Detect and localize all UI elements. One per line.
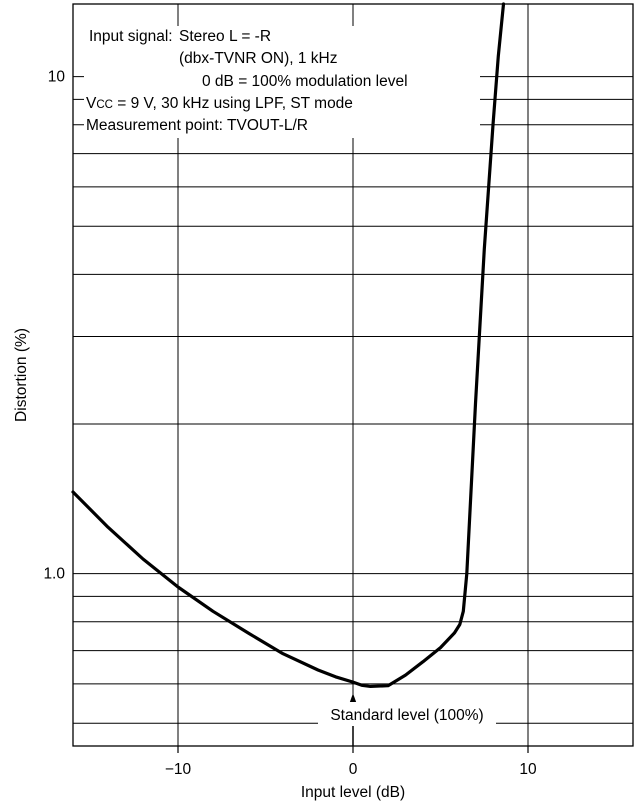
note-input-line3: 0 dB = 100% modulation level	[202, 73, 408, 90]
axis-ticks	[177, 746, 529, 753]
note-vcc-line: VCC = 9 V, 30 kHz using LPF, ST mode	[86, 95, 353, 112]
annotation-background	[318, 702, 496, 726]
note-vcc-sub: CC	[96, 99, 113, 111]
standard-level-annotation: Standard level (100%)	[318, 693, 496, 746]
x-axis-label: Input level (dB)	[301, 784, 405, 801]
notes-box: Input signal: Stereo L = -R (dbx-TVNR ON…	[86, 28, 408, 134]
note-input-line1: Stereo L = -R	[179, 28, 271, 45]
y-tick-labels: 1.0 10	[43, 69, 65, 583]
distortion-curve	[71, 2, 506, 688]
x-tick-label-m10: −10	[165, 761, 192, 778]
y-tick-label-10: 10	[48, 69, 66, 86]
annotation-label: Standard level (100%)	[330, 707, 483, 724]
note-input-line2: (dbx-TVNR ON), 1 kHz	[179, 50, 337, 67]
note-measure-line: Measurement point: TVOUT-L/R	[86, 117, 308, 134]
x-tick-labels: −10 0 10	[165, 761, 537, 778]
y-axis-label: Distortion (%)	[13, 328, 30, 422]
x-tick-label-10: 10	[519, 761, 537, 778]
x-tick-label-0: 0	[349, 761, 358, 778]
note-vcc-prefix: V	[86, 95, 97, 112]
note-vcc-rest: = 9 V, 30 kHz using LPF, ST mode	[113, 95, 353, 112]
notes-background	[84, 26, 480, 138]
note-input-label: Input signal:	[89, 28, 173, 45]
y-tick-label-1: 1.0	[43, 566, 65, 583]
